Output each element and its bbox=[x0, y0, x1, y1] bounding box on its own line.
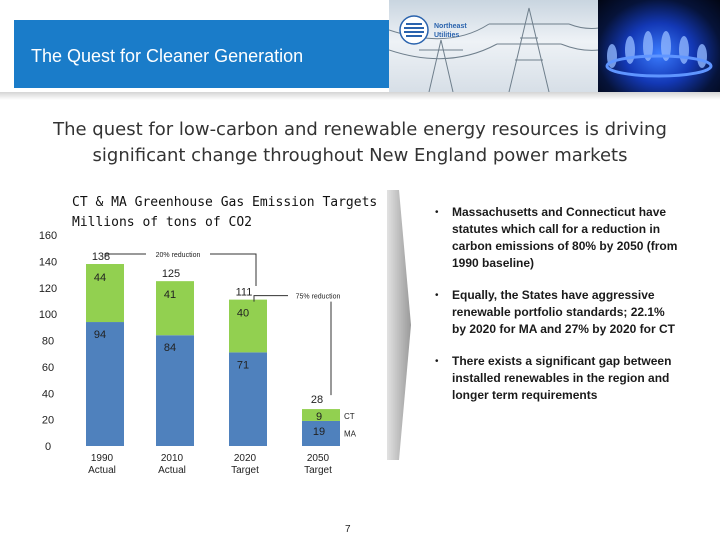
total-label: 28 bbox=[311, 394, 323, 406]
reduction-annotation-2050: 75% reduction bbox=[296, 294, 341, 301]
data-label-ct: 40 bbox=[237, 308, 249, 320]
bar-segment-ma bbox=[86, 322, 124, 446]
y-tick-label: 100 bbox=[39, 309, 57, 321]
y-tick-label: 120 bbox=[39, 283, 57, 295]
y-tick-label: 80 bbox=[42, 336, 54, 348]
logo-text: Northeast Utilities bbox=[434, 23, 467, 39]
bar-segment-ct bbox=[229, 299, 267, 353]
x-tick-label: 1990 bbox=[91, 453, 114, 464]
bar-segment-ma bbox=[229, 352, 267, 446]
company-logo: Northeast Utilities bbox=[398, 14, 482, 50]
logo-icon bbox=[399, 15, 429, 45]
x-tick-label: 2020 bbox=[234, 453, 257, 464]
bullet-item: There exists a significant gap between i… bbox=[430, 353, 682, 404]
series-label-ct: CT bbox=[344, 412, 355, 421]
gas-flame-photo bbox=[598, 0, 720, 92]
gas-flame-icon bbox=[605, 31, 713, 78]
y-tick-label: 20 bbox=[42, 415, 54, 427]
data-label-ma: 94 bbox=[94, 329, 106, 341]
chart-title-line-2: Millions of tons of CO2 bbox=[72, 215, 253, 230]
x-tick-label: Actual bbox=[158, 465, 186, 476]
total-label: 138 bbox=[92, 251, 110, 263]
data-label-ma: 71 bbox=[237, 359, 249, 371]
slide-title: The Quest for Cleaner Generation bbox=[31, 46, 304, 66]
data-label-ct: 44 bbox=[94, 272, 106, 284]
bar-segment-ma bbox=[156, 335, 194, 446]
total-label: 125 bbox=[162, 268, 180, 280]
header-banner: The Quest for Cleaner Generation bbox=[0, 0, 720, 100]
y-tick-label: 60 bbox=[42, 362, 54, 374]
annotation-background bbox=[288, 289, 348, 302]
annotation-background bbox=[146, 248, 210, 261]
series-label-ma: MA bbox=[344, 429, 357, 438]
x-tick-label: Target bbox=[231, 465, 259, 476]
bar-segment-ct bbox=[302, 409, 340, 421]
bar-segment-ma bbox=[302, 420, 340, 446]
x-tick-label: 2050 bbox=[307, 453, 330, 464]
data-label-ct: 41 bbox=[164, 289, 176, 301]
page-number: 7 bbox=[345, 524, 351, 535]
emissions-chart: 02040608010012014016094441381990Actual84… bbox=[39, 230, 357, 476]
y-tick-label: 160 bbox=[39, 230, 57, 242]
bar-segment-ct bbox=[156, 281, 194, 336]
y-tick-label: 140 bbox=[39, 256, 57, 268]
y-tick-label: 40 bbox=[42, 388, 54, 400]
reduction-annotation-2020: 20% reduction bbox=[156, 252, 201, 259]
data-label-ct: 9 bbox=[316, 411, 322, 423]
bullet-item: Massachusetts and Connecticut have statu… bbox=[430, 204, 682, 272]
chevron-right-icon bbox=[387, 190, 411, 460]
bullet-list: Massachusetts and Connecticut have statu… bbox=[430, 204, 682, 419]
x-tick-label: 2010 bbox=[161, 453, 184, 464]
x-tick-label: Target bbox=[304, 465, 332, 476]
banner-shadow bbox=[0, 92, 720, 100]
data-label-ma: 19 bbox=[313, 426, 325, 438]
data-label-ma: 84 bbox=[164, 342, 176, 354]
x-tick-label: Actual bbox=[88, 465, 116, 476]
title-strip bbox=[14, 20, 389, 88]
bullet-item: Equally, the States have aggressive rene… bbox=[430, 287, 682, 338]
headline: The quest for low-carbon and renewable e… bbox=[53, 119, 667, 166]
y-tick-label: 0 bbox=[45, 441, 51, 453]
chart-title: CT & MA Greenhouse Gas Emission Targets … bbox=[72, 193, 377, 233]
chart-title-line-1: CT & MA Greenhouse Gas Emission Targets bbox=[72, 195, 378, 210]
total-label: 111 bbox=[236, 287, 253, 299]
bar-segment-ct bbox=[86, 264, 124, 323]
